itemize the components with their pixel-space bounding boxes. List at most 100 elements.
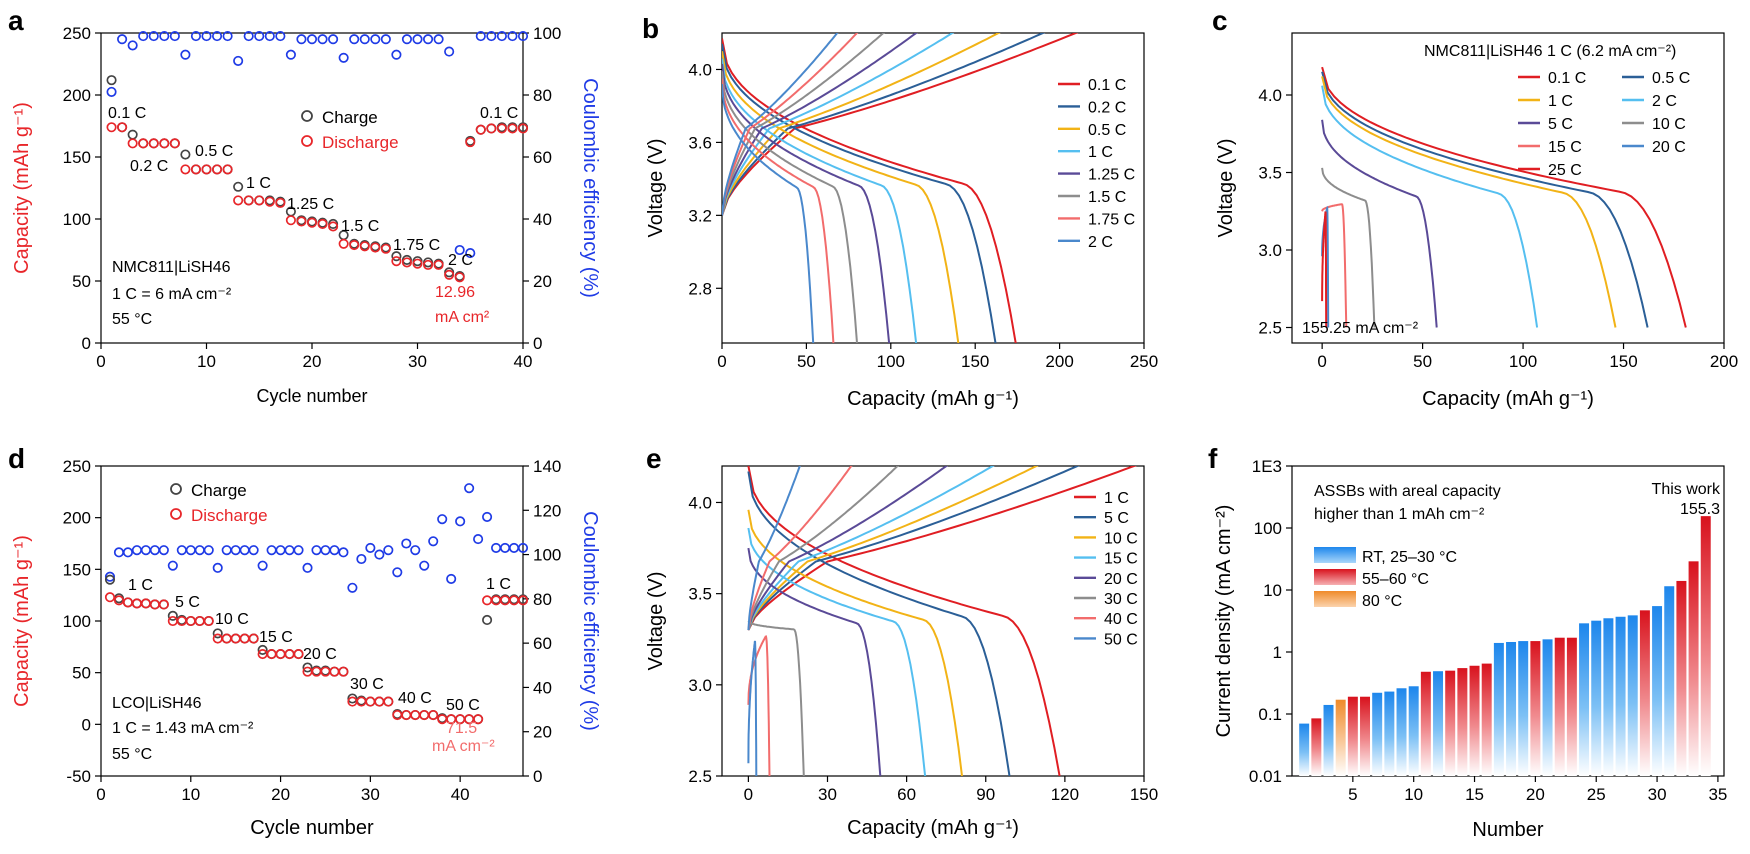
y-tick-label: 0 bbox=[82, 715, 91, 734]
panel-f-current-density-bars: 5 10 15 20 25 30 35 0.01 0.1 1 10 100 1E3 ASSBs wit… bbox=[1213, 457, 1727, 841]
bar bbox=[1676, 580, 1687, 776]
discharge-point bbox=[222, 164, 233, 175]
charge-point bbox=[233, 181, 244, 192]
panel-letter-c: c bbox=[1212, 5, 1228, 36]
ce-point bbox=[401, 538, 412, 549]
discharge-point bbox=[158, 599, 169, 610]
legend-label: 5 C bbox=[1548, 116, 1573, 133]
ce-point bbox=[194, 545, 205, 556]
x-tick-label: 60 bbox=[897, 785, 916, 804]
ce-point bbox=[148, 31, 159, 42]
ce-point bbox=[248, 545, 259, 556]
panel-letter-e: e bbox=[646, 443, 662, 474]
x-tick-label: 5 bbox=[1348, 785, 1357, 804]
legend-label: 0.5 C bbox=[1088, 122, 1126, 139]
bar bbox=[1639, 610, 1650, 776]
bar bbox=[1542, 639, 1553, 776]
legend-label-hot: 80 °C bbox=[1362, 593, 1402, 610]
panel-letter-a: a bbox=[8, 5, 24, 36]
ce-point bbox=[203, 545, 214, 556]
legend-label: 0.5 C bbox=[1652, 70, 1690, 87]
x-tick-label: 120 bbox=[1051, 785, 1079, 804]
ce-point bbox=[104, 571, 116, 582]
legend-charge-marker bbox=[170, 483, 182, 495]
panel-c-voltage-profiles: 0 50 100 150 200 2.5 3.0 3.5 4.0 0.1 C 0.5 C 1 C 2… bbox=[1215, 32, 1738, 410]
discharge-point bbox=[433, 259, 444, 270]
ce-point bbox=[285, 49, 296, 60]
ce-point bbox=[412, 34, 423, 45]
x-tick-label: 90 bbox=[976, 785, 995, 804]
panel-letter-f: f bbox=[1208, 443, 1218, 474]
discharge-point bbox=[473, 714, 484, 725]
cell-info-line-1: LCO|LiSH46 bbox=[112, 695, 202, 712]
ce-point bbox=[302, 562, 313, 573]
discharge-curve bbox=[747, 640, 758, 776]
discharge-point bbox=[329, 666, 340, 677]
ce-point bbox=[365, 542, 376, 553]
rate-label: 50 C bbox=[446, 697, 480, 714]
panel-letter-d: d bbox=[8, 443, 25, 474]
y-tick-label: 0.01 bbox=[1249, 767, 1282, 786]
legend: 0.1 C 0.2 C 0.5 C 1 C 1.25 C 1.5 C 1.75 C 2 C bbox=[1058, 77, 1135, 251]
ce-point bbox=[306, 34, 318, 45]
x-tick-label: 150 bbox=[961, 352, 989, 371]
ce-point bbox=[296, 34, 307, 45]
ce-point bbox=[201, 31, 212, 42]
rate-label: 20 C bbox=[303, 646, 337, 663]
voltage-curves bbox=[747, 466, 1138, 776]
legend-charge-label: Charge bbox=[322, 108, 378, 127]
legend-label: 2 C bbox=[1088, 234, 1113, 251]
x-axis: 0 50 100 150 200 250 bbox=[717, 343, 1158, 371]
ce-point bbox=[370, 34, 381, 45]
ce-point bbox=[167, 560, 178, 571]
bar bbox=[1445, 670, 1456, 776]
rate-label: 15 C bbox=[259, 629, 293, 646]
charge-point bbox=[212, 628, 223, 639]
discharge-curve bbox=[1321, 211, 1328, 328]
discharge-point bbox=[149, 599, 160, 610]
rate-label: 1 C bbox=[246, 175, 271, 192]
ce-point bbox=[212, 31, 223, 42]
discharge-point bbox=[359, 241, 370, 252]
x-tick-label: 40 bbox=[514, 352, 533, 371]
discharge-point bbox=[275, 197, 286, 208]
y-tick-label: 3.2 bbox=[688, 206, 712, 225]
bar bbox=[1433, 671, 1444, 776]
rate-label: 0.5 C bbox=[195, 143, 233, 160]
discharge-point bbox=[243, 195, 254, 206]
discharge-point bbox=[454, 272, 465, 283]
discharge-curve bbox=[1321, 167, 1376, 328]
x-tick-label: 40 bbox=[451, 785, 470, 804]
highlight-value: 12.96 bbox=[435, 284, 475, 301]
y-tick-label: 2.5 bbox=[1258, 319, 1282, 338]
charge-curve bbox=[747, 466, 801, 631]
discharge-point bbox=[328, 221, 339, 232]
x-tick-label: 25 bbox=[1587, 785, 1606, 804]
ce-point bbox=[419, 560, 430, 571]
y-tick-label: 4.0 bbox=[688, 60, 712, 79]
ce-point bbox=[212, 562, 223, 573]
y-tick-label: 60 bbox=[533, 148, 552, 167]
x-tick-label: 30 bbox=[818, 785, 837, 804]
legend-title-line-2: higher than 1 mAh cm⁻² bbox=[1314, 506, 1485, 523]
y-tick-label: 120 bbox=[533, 501, 561, 520]
ce-point bbox=[254, 31, 265, 42]
legend-label: 15 C bbox=[1104, 551, 1138, 568]
legend-label: 1.75 C bbox=[1088, 211, 1135, 228]
ce-point bbox=[222, 31, 233, 42]
bar bbox=[1457, 668, 1468, 776]
charge-point bbox=[257, 644, 268, 655]
x-axis-label: Capacity (mAh g⁻¹) bbox=[847, 388, 1019, 410]
bar bbox=[1652, 606, 1663, 776]
y-tick-label: 0 bbox=[533, 334, 542, 353]
discharge-point bbox=[190, 164, 201, 175]
discharge-point bbox=[475, 124, 486, 135]
bar bbox=[1530, 641, 1541, 776]
ce-point bbox=[185, 545, 196, 556]
ce-point bbox=[455, 516, 466, 527]
discharge-curve bbox=[722, 43, 997, 343]
discharge-curve bbox=[1321, 119, 1438, 328]
discharge-point bbox=[507, 123, 518, 134]
ce-point bbox=[433, 34, 444, 45]
ce-point bbox=[383, 545, 394, 556]
